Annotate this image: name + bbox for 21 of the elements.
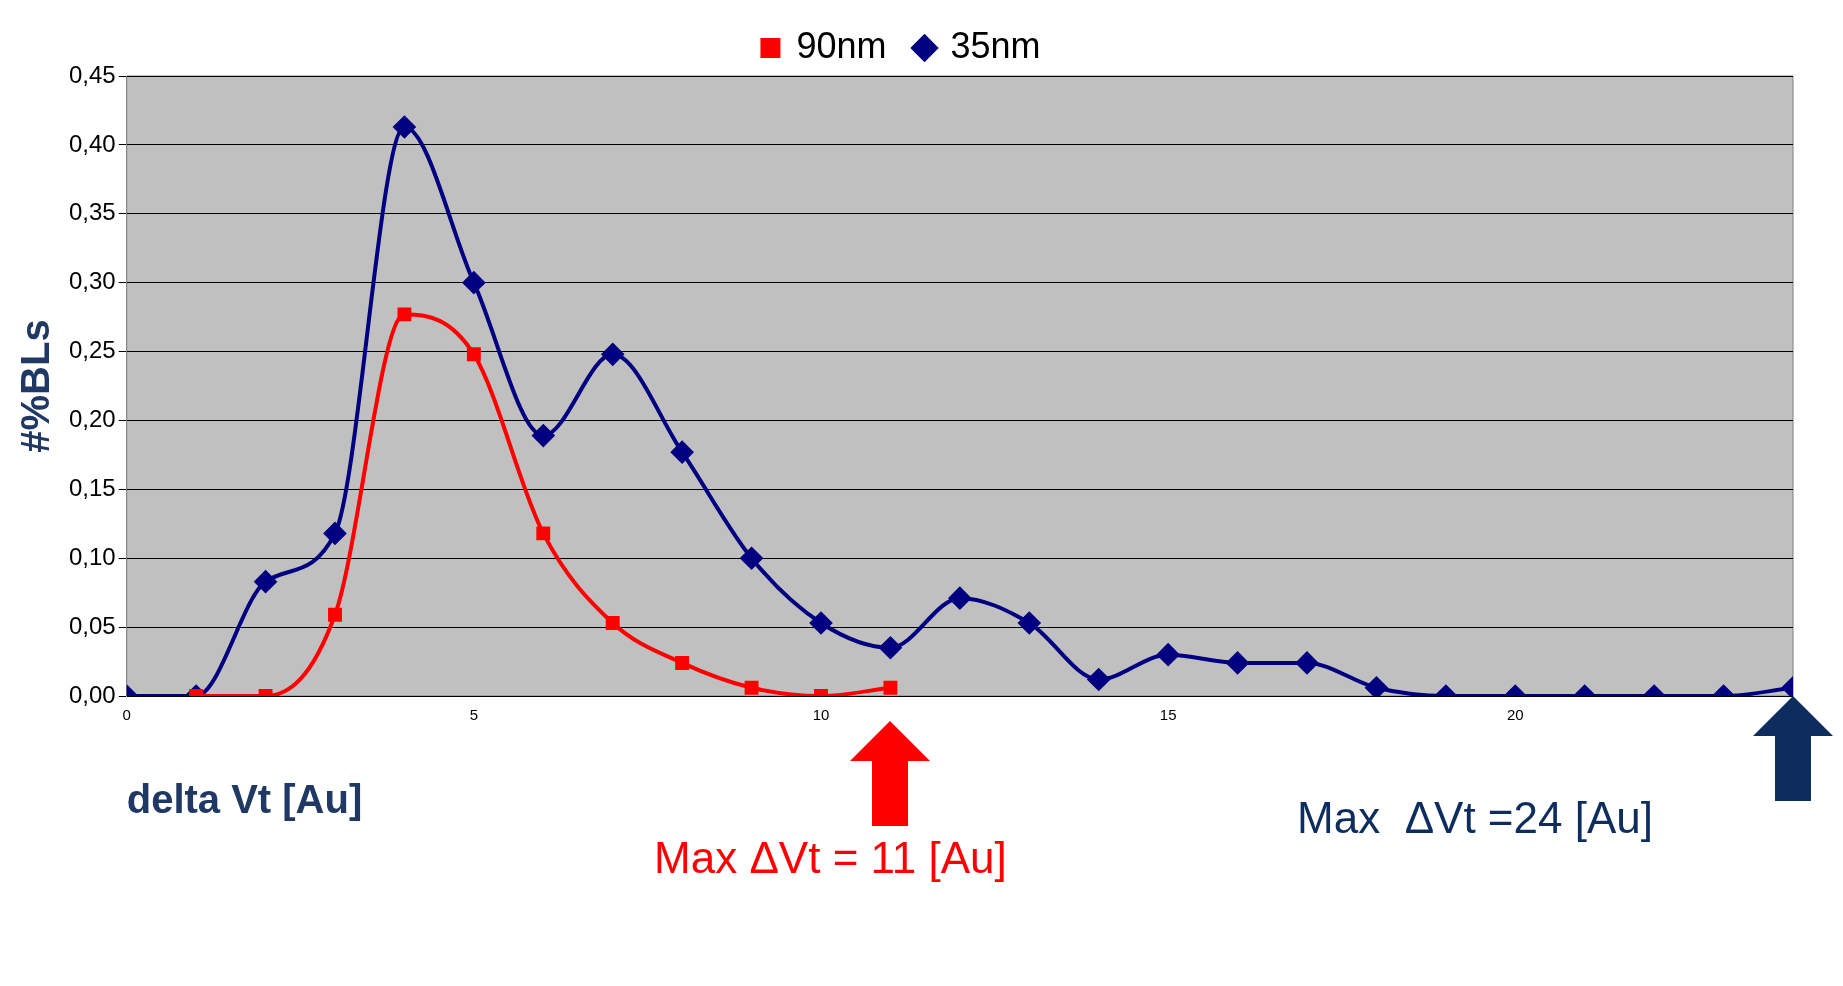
y-tick-label: 0,10 bbox=[68, 542, 116, 570]
y-tick-label: 0,05 bbox=[68, 611, 116, 639]
x-tick-label: 20 bbox=[1506, 706, 1524, 724]
y-tick-label: 0,00 bbox=[68, 680, 116, 708]
x-tick-label: 10 bbox=[812, 706, 830, 724]
text: Max ΔVt =24 [Au] bbox=[1297, 793, 1653, 843]
x-tick-label: 5 bbox=[469, 706, 479, 724]
y-tick-label: 0,40 bbox=[68, 129, 116, 157]
y-tick-label: 0,20 bbox=[68, 405, 116, 433]
x-tick-label: 0 bbox=[122, 706, 131, 724]
x-axis-title: delta Vt [Au] bbox=[126, 777, 363, 822]
y-tick-label: 0,15 bbox=[68, 473, 116, 501]
y-axis-title: #%BLs bbox=[13, 319, 58, 453]
x-tick-label: 15 bbox=[1159, 706, 1177, 724]
legend-label: 90nm bbox=[796, 24, 887, 66]
legend-label: 35nm bbox=[950, 24, 1041, 66]
y-tick-label: 0,35 bbox=[68, 198, 116, 226]
y-tick-label: 0,25 bbox=[68, 336, 116, 364]
text: Max ΔVt = 11 [Au] bbox=[654, 833, 1007, 883]
y-tick-label: 0,30 bbox=[68, 267, 116, 295]
y-tick-label: 0,45 bbox=[68, 60, 116, 88]
